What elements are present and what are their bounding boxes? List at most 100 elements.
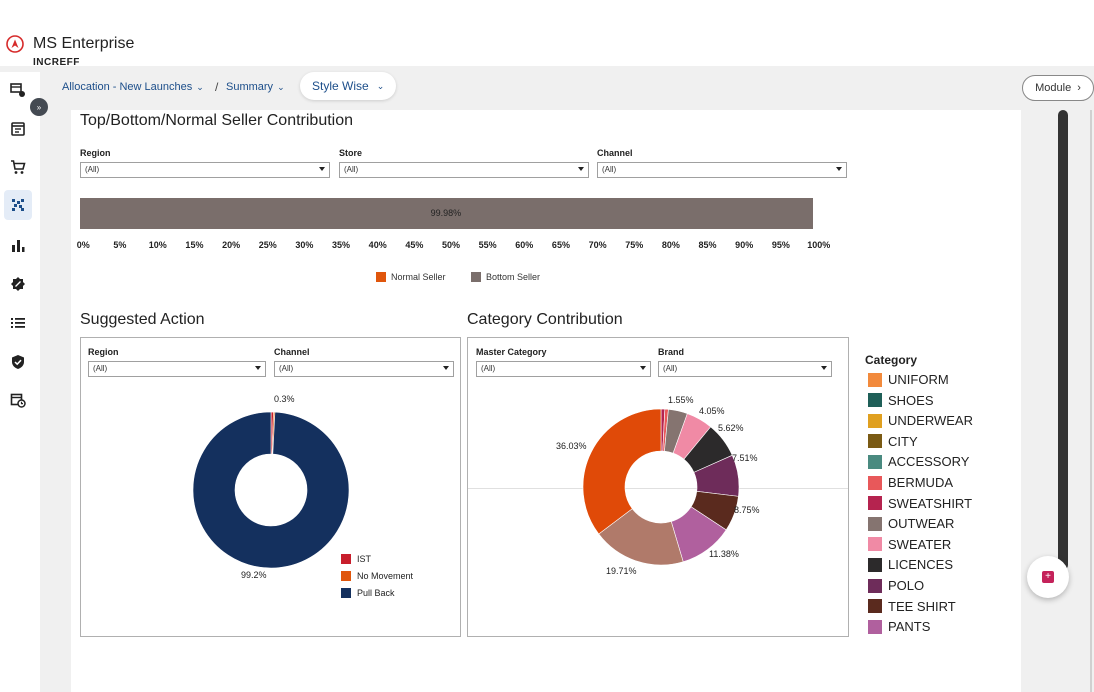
store-filter-select[interactable]: (All)	[339, 162, 589, 178]
dropdown-arrow-icon	[319, 167, 325, 171]
cart-icon	[11, 160, 26, 174]
calendar-clock-icon	[10, 393, 26, 408]
module-button[interactable]: Module ›	[1022, 75, 1094, 101]
seller-contribution-title: Top/Bottom/Normal Seller Contribution	[80, 112, 354, 129]
seller-axis-tick: 25%	[258, 240, 277, 250]
category-legend-item[interactable]: UNIFORM	[868, 372, 949, 387]
category-legend-swatch	[868, 537, 882, 552]
dropdown-arrow-icon	[836, 167, 842, 171]
category-legend-swatch	[868, 557, 882, 572]
category-legend-label: TEE SHIRT	[888, 598, 956, 614]
region-filter-label: Region	[80, 148, 111, 158]
category-slice-uniform[interactable]	[582, 408, 662, 535]
breadcrumb-allocation[interactable]: Allocation - New Launches ⌄	[62, 81, 204, 93]
breadcrumb-summary[interactable]: Summary ⌄	[226, 81, 285, 93]
logo-icon	[6, 35, 24, 53]
sidebar-item-allocation[interactable]	[4, 190, 32, 220]
legend-no-movement: No Movement	[341, 571, 413, 581]
category-legend-swatch	[868, 516, 882, 531]
pants-pct-label: 11.38%	[709, 549, 739, 559]
dashboard-panel: Top/Bottom/Normal Seller Contribution Re…	[71, 110, 1021, 692]
breadcrumb-bar: Allocation - New Launches ⌄ / Summary ⌄ …	[40, 66, 1094, 110]
sidebar-item-calendar[interactable]	[4, 113, 32, 143]
sa-region-label: Region	[88, 347, 119, 357]
uniform-pct-label: 36.03%	[556, 441, 587, 451]
category-legend-item[interactable]: TEE SHIRT	[868, 599, 956, 614]
suggested-action-slice-pull-back[interactable]	[192, 411, 350, 569]
channel-filter-value: (All)	[602, 165, 617, 174]
floating-action-button[interactable]: +	[1027, 556, 1069, 598]
brand-label: INCREFF	[33, 57, 80, 68]
chevron-down-icon: ⌄	[376, 80, 385, 91]
category-legend-item[interactable]: BERMUDA	[868, 475, 953, 490]
chevron-down-icon: ⌄	[196, 81, 204, 92]
category-legend-label: POLO	[888, 578, 925, 593]
category-legend-item[interactable]: SHOES	[868, 393, 934, 408]
sidebar-item-cart[interactable]	[4, 152, 32, 182]
dropdown-arrow-icon	[255, 366, 261, 370]
category-donut	[582, 408, 740, 566]
seller-axis-tick: 80%	[661, 240, 680, 250]
vertical-scrollbar[interactable]	[1058, 110, 1068, 570]
app-title: MS Enterprise	[33, 35, 135, 52]
seller-axis-tick: 45%	[405, 240, 424, 250]
no-movement-pct-label: 0.3%	[274, 394, 295, 404]
category-legend-swatch	[868, 619, 882, 634]
sidebar-item-dashboard[interactable]	[4, 75, 32, 105]
other-pct-label: 19.71%	[606, 566, 637, 576]
category-legend-item[interactable]: SWEATER	[868, 537, 951, 552]
sidebar-item-offers[interactable]	[4, 269, 32, 299]
view-selector[interactable]: Style Wise ⌄	[300, 72, 397, 100]
category-legend-item[interactable]: CITY	[868, 434, 918, 449]
category-legend-item[interactable]: POLO	[868, 578, 924, 593]
seller-axis-tick: 15%	[185, 240, 204, 250]
channel-filter-select[interactable]: (All)	[597, 162, 847, 178]
seller-bar-segment-bottom-seller[interactable]	[80, 198, 813, 229]
legend-pull-back: Pull Back	[341, 588, 395, 598]
calendar-icon	[11, 122, 25, 136]
licences-pct-label: 7.51%	[732, 453, 758, 463]
category-contribution-title: Category Contribution	[467, 311, 623, 328]
category-legend-label: SWEATSHIRT	[888, 495, 973, 511]
sa-channel-select[interactable]: (All)	[274, 361, 454, 377]
category-legend-label: LICENCES	[888, 557, 954, 573]
master-category-value: (All)	[481, 364, 496, 373]
seller-bar-axis: 0% 5% 10% 15% 20% 25% 30% 35% 40% 45% 50% 55% 60% 65%…	[77, 240, 840, 252]
seller-legend-normal: Normal Seller	[376, 272, 446, 282]
chart-divider	[468, 488, 848, 489]
sidebar-collapse-button[interactable]: »	[30, 98, 48, 116]
dropdown-arrow-icon	[821, 366, 827, 370]
category-legend-item[interactable]: OUTWEAR	[868, 516, 954, 531]
seller-axis-tick: 60%	[515, 240, 534, 250]
polo-pct-label: 8.75%	[734, 505, 760, 515]
sidebar-item-reports[interactable]	[4, 230, 32, 260]
top-header: MS Enterprise INCREFF	[0, 0, 1094, 68]
seller-axis-tick: 40%	[368, 240, 387, 250]
edge-line	[1090, 110, 1092, 692]
region-filter-value: (All)	[85, 165, 100, 174]
breadcrumb-separator: /	[215, 80, 219, 94]
discount-badge-icon	[11, 277, 25, 291]
dropdown-arrow-icon	[640, 366, 646, 370]
shield-check-icon	[12, 355, 24, 369]
module-button-label: Module	[1035, 82, 1072, 94]
category-legend-item[interactable]: UNDERWEAR	[868, 413, 973, 428]
outwear-pct-label: 4.05%	[699, 406, 725, 416]
sa-region-select[interactable]: (All)	[88, 361, 266, 377]
master-category-select[interactable]: (All)	[476, 361, 651, 377]
sidebar-item-list[interactable]	[4, 308, 32, 338]
category-legend-label: ACCESSORY	[888, 454, 970, 470]
brand-filter-select[interactable]: (All)	[658, 361, 832, 377]
bermuda-pct-label: 1.55%	[668, 395, 694, 405]
category-legend-item[interactable]: LICENCES	[868, 557, 953, 572]
category-legend-item[interactable]: SWEATSHIRT	[868, 496, 972, 511]
category-legend-item[interactable]: PANTS	[868, 619, 930, 634]
view-selector-label: Style Wise	[312, 79, 369, 93]
category-legend-swatch	[868, 393, 882, 408]
sidebar-item-schedule[interactable]	[4, 385, 32, 415]
region-filter-select[interactable]: (All)	[80, 162, 330, 178]
brand-filter-value: (All)	[663, 364, 678, 373]
category-legend-item[interactable]: ACCESSORY	[868, 454, 969, 469]
pull-back-pct-label: 99.2%	[241, 570, 267, 580]
sidebar-item-security[interactable]	[4, 347, 32, 377]
